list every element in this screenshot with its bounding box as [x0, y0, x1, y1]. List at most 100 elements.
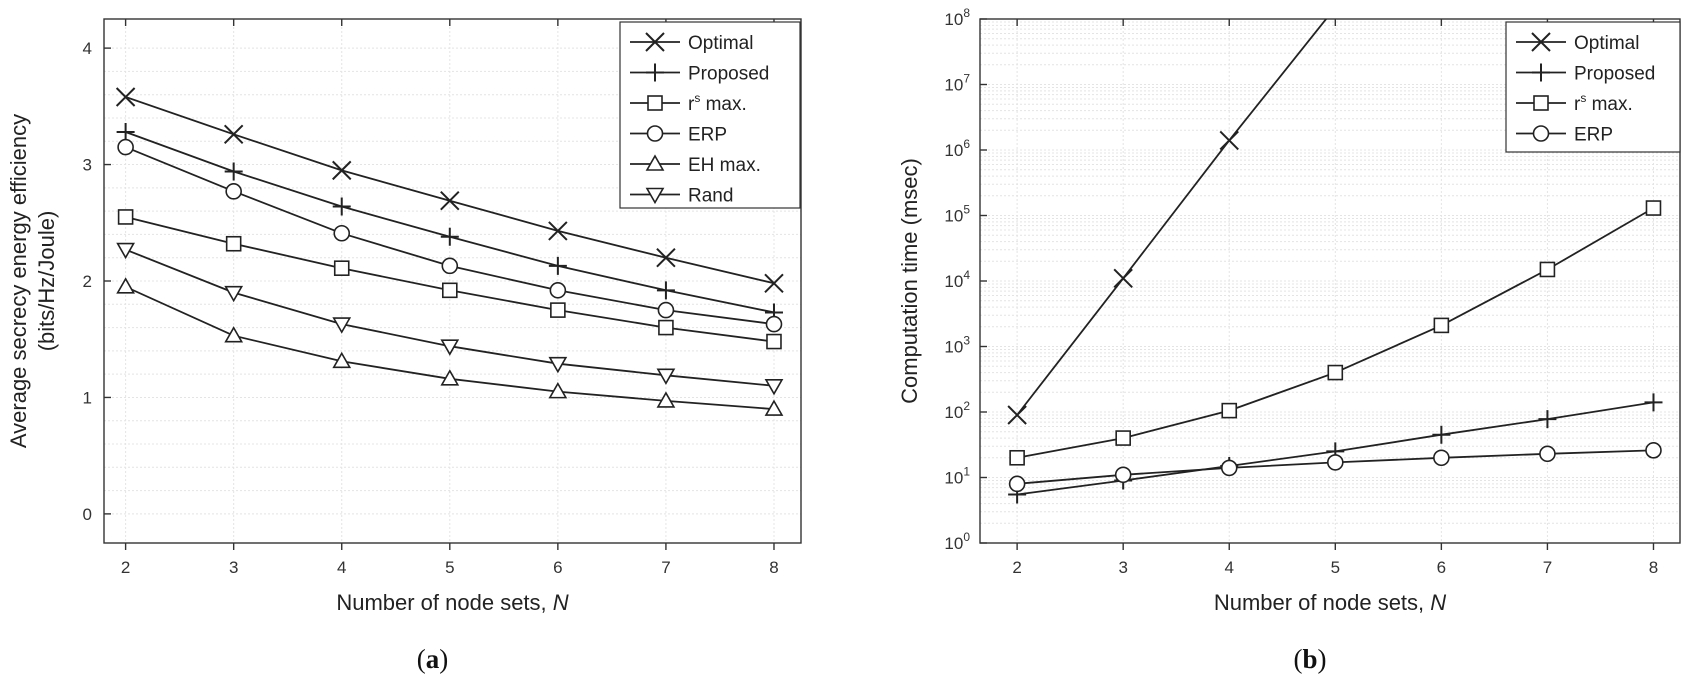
data-point-triangle-up — [440, 369, 460, 386]
data-point-x — [764, 273, 784, 294]
legend-marker-square — [647, 95, 663, 111]
data-point-plus — [440, 227, 459, 246]
y-tick-label: 108 — [944, 6, 970, 29]
legend-entry: Proposed — [688, 64, 769, 85]
y-tick-label: 1 — [83, 388, 92, 407]
x-tick-label: 2 — [1012, 558, 1021, 577]
data-point-square — [1327, 364, 1344, 381]
x-axis-title: Number of node sets, N — [336, 590, 568, 615]
data-point-x — [1219, 130, 1239, 151]
data-point-circle — [1539, 445, 1556, 463]
chart-b: 2 3 4 5 6 7 8 100 101 102 103 104 105 106 107 108 Number… — [897, 0, 1681, 674]
data-point-triangle-up — [332, 351, 352, 369]
legend-box — [619, 21, 801, 209]
data-point-square — [117, 209, 134, 225]
y-axis-title: Computation time (msec) — [897, 158, 922, 404]
data-point-square — [1221, 402, 1238, 419]
y-tick-label: 105 — [944, 203, 970, 226]
data-point-square — [1433, 317, 1450, 334]
data-point-plus — [116, 122, 135, 141]
x-tick-label: 7 — [661, 558, 670, 577]
y-axis-subtitle: (bits/Hz/Joule) — [34, 211, 59, 352]
data-point-square — [333, 260, 350, 276]
x-tick-label: 5 — [445, 558, 454, 577]
data-point-triangle-up — [548, 382, 568, 399]
data-point-triangle-up — [224, 326, 244, 343]
x-tick-label: 2 — [121, 558, 130, 577]
data-point-plus — [656, 281, 675, 300]
data-point-x — [332, 160, 352, 181]
data-point-x — [548, 221, 568, 241]
series-group — [115, 87, 784, 416]
data-point-plus — [548, 256, 567, 275]
data-point-circle — [765, 315, 783, 333]
legend-marker-plus — [646, 63, 664, 82]
data-point-plus — [1538, 410, 1557, 429]
data-point-triangle-up — [764, 399, 784, 416]
data-point-plus — [332, 197, 351, 216]
data-point-triangle-up — [116, 277, 135, 294]
data-point-x — [115, 87, 136, 107]
data-point-circle — [657, 301, 675, 319]
data-point-square — [550, 302, 566, 318]
data-point-triangle-down — [116, 242, 135, 260]
y-tick-label: 104 — [944, 268, 970, 291]
data-point-circle — [1645, 442, 1662, 459]
legend: Optimal Proposed rs max. ERP EH max. Rand — [619, 21, 801, 209]
legend-marker-triangle-up — [645, 154, 665, 171]
data-point-circle — [1327, 454, 1344, 471]
y-tick-label: 4 — [83, 39, 92, 58]
y-tick-label: 2 — [83, 272, 92, 291]
data-point-x — [1113, 268, 1133, 288]
data-point-plus — [1644, 393, 1663, 412]
data-point-x — [1007, 405, 1027, 425]
data-point-circle — [1433, 449, 1450, 467]
data-point-circle — [225, 183, 242, 200]
data-point-plus — [1432, 425, 1451, 444]
data-point-circle — [1220, 459, 1238, 477]
figure-caption: (a) — [417, 644, 449, 674]
y-tick-label: 103 — [944, 334, 970, 357]
data-point-square — [1645, 200, 1662, 216]
data-point-square — [1539, 261, 1556, 278]
x-tick-label: 3 — [1118, 558, 1127, 577]
data-point-circle — [1008, 475, 1026, 493]
y-tick-label: 107 — [944, 72, 970, 95]
data-point-circle — [441, 257, 459, 275]
legend-entry: Optimal — [688, 33, 753, 54]
legend-marker-plus — [1532, 63, 1550, 82]
data-point-x — [440, 190, 460, 211]
data-point-plus — [224, 162, 243, 181]
legend-entry: Rand — [688, 186, 733, 207]
legend-entry: rs max. — [688, 91, 747, 115]
legend-marker-circle — [646, 125, 664, 142]
y-axis-title: Average secrecy energy efficiency — [6, 114, 31, 448]
legend-entry: EH max. — [688, 155, 761, 176]
data-point-x — [1326, 0, 1344, 16]
x-tick-label: 6 — [553, 558, 562, 577]
x-tick-label: 6 — [1437, 558, 1446, 577]
data-point-x — [223, 124, 244, 144]
legend-marker-triangle-down — [645, 187, 665, 205]
data-point-triangle-up — [656, 391, 676, 408]
data-point-triangle-down — [656, 368, 676, 385]
legend-marker-x — [1531, 32, 1551, 52]
data-point-square — [766, 333, 782, 350]
x-tick-label: 3 — [229, 558, 238, 577]
chart-a: 2 3 4 5 6 7 8 0 1 2 3 4 Number of node sets, N Averag… — [6, 18, 802, 674]
x-tick-label: 4 — [337, 558, 346, 577]
data-point-square — [1009, 449, 1025, 466]
legend-entry: Optimal — [1574, 33, 1639, 54]
data-point-triangle-down — [764, 379, 784, 396]
data-point-circle — [549, 282, 567, 299]
legend-entry: ERP — [1574, 125, 1613, 146]
x-tick-label: 7 — [1543, 558, 1552, 577]
y-tick-label: 102 — [944, 399, 970, 422]
gridlines — [980, 19, 1680, 544]
legend-marker-circle — [1532, 125, 1550, 142]
legend-marker-x — [645, 32, 665, 52]
data-point-triangle-down — [548, 356, 568, 374]
data-point-square — [441, 282, 458, 299]
data-point-circle — [1114, 466, 1132, 484]
